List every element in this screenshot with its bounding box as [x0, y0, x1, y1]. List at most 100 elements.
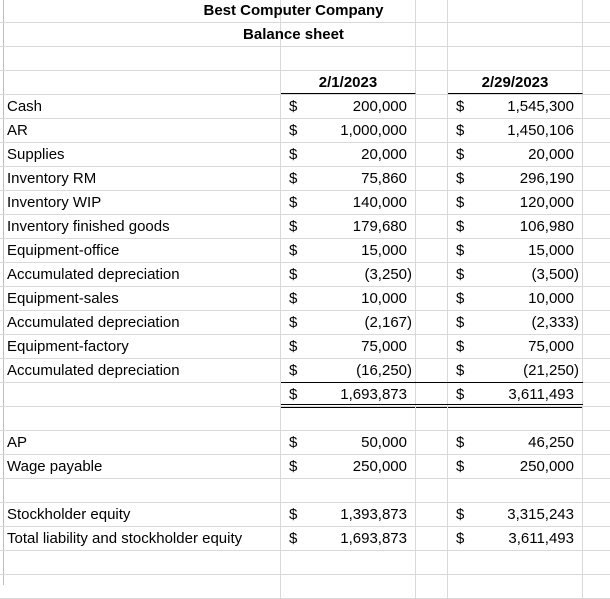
cell-b[interactable]: $1,393,873 [281, 503, 416, 526]
cell-e[interactable] [583, 359, 610, 382]
cell-b[interactable]: $15,000 [281, 239, 416, 262]
cell-d[interactable]: 2/29/2023 [448, 71, 583, 94]
cell-b[interactable]: $75,000 [281, 335, 416, 358]
cell-a[interactable] [4, 551, 281, 574]
cell-d[interactable]: $75,000 [448, 335, 583, 358]
cell-c[interactable] [416, 527, 448, 550]
cell-e[interactable] [583, 527, 610, 550]
cell-c[interactable] [416, 95, 448, 118]
cell-a[interactable]: Inventory RM [4, 167, 281, 190]
cell-c[interactable] [416, 551, 448, 574]
cell-a[interactable] [4, 71, 281, 94]
cell-b[interactable]: 2/1/2023 [281, 71, 416, 94]
cell-e[interactable] [583, 479, 610, 502]
cell-a[interactable]: AP [4, 431, 281, 454]
cell-d[interactable]: $ (3,500) [448, 263, 583, 286]
cell-d[interactable]: $1,545,300 [448, 95, 583, 118]
cell-c[interactable] [416, 575, 448, 598]
cell-b[interactable] [281, 551, 416, 574]
cell-a[interactable]: Supplies [4, 143, 281, 166]
cell-c[interactable] [416, 0, 448, 22]
cell-e[interactable] [583, 407, 610, 430]
cell-a[interactable]: Equipment-factory [4, 335, 281, 358]
cell-b[interactable]: $1,000,000 [281, 119, 416, 142]
cell-d[interactable]: $1,450,106 [448, 119, 583, 142]
cell-e[interactable] [583, 143, 610, 166]
cell-c[interactable] [416, 215, 448, 238]
cell-a[interactable]: AR [4, 119, 281, 142]
cell-d[interactable] [448, 407, 583, 430]
cell-b[interactable] [281, 0, 416, 22]
cell-c[interactable] [416, 479, 448, 502]
cell-a[interactable]: Total liability and stockholder equity [4, 527, 281, 550]
cell-b[interactable]: $179,680 [281, 215, 416, 238]
cell-a[interactable] [4, 0, 281, 22]
cell-e[interactable] [583, 191, 610, 214]
cell-d[interactable]: $106,980 [448, 215, 583, 238]
cell-a[interactable] [4, 23, 281, 46]
cell-c[interactable] [416, 503, 448, 526]
cell-c[interactable] [416, 335, 448, 358]
cell-c[interactable] [416, 359, 448, 382]
cell-e[interactable] [583, 239, 610, 262]
cell-d[interactable] [448, 575, 583, 598]
cell-d[interactable]: $20,000 [448, 143, 583, 166]
cell-b[interactable]: $ (2,167) [281, 311, 416, 334]
cell-b[interactable]: $10,000 [281, 287, 416, 310]
cell-d[interactable]: $120,000 [448, 191, 583, 214]
cell-d[interactable]: $46,250 [448, 431, 583, 454]
cell-b[interactable]: $1,693,873 [281, 527, 416, 550]
cell-b[interactable] [281, 47, 416, 70]
cell-d[interactable] [448, 551, 583, 574]
cell-a[interactable] [4, 407, 281, 430]
cell-d[interactable]: $3,611,493 [448, 383, 583, 406]
cell-c[interactable] [416, 431, 448, 454]
cell-d[interactable] [448, 23, 583, 46]
cell-c[interactable] [416, 167, 448, 190]
cell-e[interactable] [583, 575, 610, 598]
cell-b[interactable] [281, 407, 416, 430]
cell-b[interactable]: $50,000 [281, 431, 416, 454]
cell-c[interactable] [416, 143, 448, 166]
cell-d[interactable]: $3,611,493 [448, 527, 583, 550]
cell-e[interactable] [583, 119, 610, 142]
cell-d[interactable] [448, 0, 583, 22]
cell-e[interactable] [583, 551, 610, 574]
cell-e[interactable] [583, 0, 610, 22]
cell-d[interactable] [448, 479, 583, 502]
cell-d[interactable]: $250,000 [448, 455, 583, 478]
cell-b[interactable]: $20,000 [281, 143, 416, 166]
cell-e[interactable] [583, 23, 610, 46]
cell-a[interactable] [4, 383, 281, 406]
cell-a[interactable]: Inventory WIP [4, 191, 281, 214]
cell-b[interactable]: $140,000 [281, 191, 416, 214]
cell-a[interactable]: Stockholder equity [4, 503, 281, 526]
cell-b[interactable]: $75,860 [281, 167, 416, 190]
cell-e[interactable] [583, 383, 610, 406]
cell-c[interactable] [416, 455, 448, 478]
cell-e[interactable] [583, 503, 610, 526]
cell-a[interactable] [4, 47, 281, 70]
cell-d[interactable]: $296,190 [448, 167, 583, 190]
cell-c[interactable] [416, 311, 448, 334]
cell-a[interactable]: Accumulated depreciation [4, 263, 281, 286]
cell-b[interactable]: $ (16,250) [281, 359, 416, 382]
cell-c[interactable] [416, 47, 448, 70]
cell-a[interactable] [4, 479, 281, 502]
cell-a[interactable]: Accumulated depreciation [4, 359, 281, 382]
cell-c[interactable] [416, 23, 448, 46]
cell-e[interactable] [583, 287, 610, 310]
cell-c[interactable] [416, 287, 448, 310]
cell-b[interactable]: $ (3,250) [281, 263, 416, 286]
cell-c[interactable] [416, 239, 448, 262]
cell-e[interactable] [583, 455, 610, 478]
cell-d[interactable]: $3,315,243 [448, 503, 583, 526]
cell-c[interactable] [416, 263, 448, 286]
cell-e[interactable] [583, 335, 610, 358]
cell-e[interactable] [583, 311, 610, 334]
cell-b[interactable] [281, 23, 416, 46]
cell-d[interactable]: $ (2,333) [448, 311, 583, 334]
cell-d[interactable]: $15,000 [448, 239, 583, 262]
cell-b[interactable] [281, 479, 416, 502]
cell-c[interactable] [416, 119, 448, 142]
